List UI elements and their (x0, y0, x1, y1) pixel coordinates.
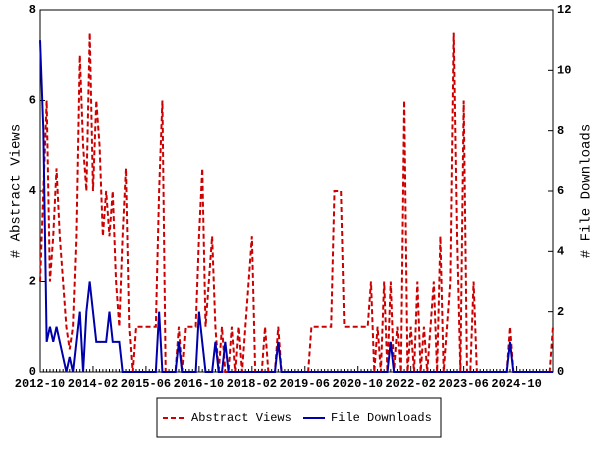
y-tick-label: 2 (29, 275, 36, 289)
y2-tick-label: 6 (557, 184, 564, 198)
y-tick-label: 4 (29, 184, 36, 198)
y-tick-label: 6 (29, 94, 36, 108)
x-tick-label: 2015-06 (121, 377, 171, 391)
x-tick-label: 2023-06 (438, 377, 488, 391)
x-tick-label: 2016-10 (174, 377, 224, 391)
y2-tick-label: 4 (557, 245, 564, 259)
plot-frame (39, 9, 554, 373)
series-line (39, 40, 553, 373)
y2-axis-label: # File Downloads (579, 124, 595, 258)
y2-tick-label: 2 (557, 305, 564, 319)
x-tick-label: 2014-02 (68, 377, 118, 391)
x-tick-label: 2022-02 (385, 377, 435, 391)
y2-tick-label: 10 (557, 64, 571, 78)
y-tick-label: 8 (29, 3, 36, 17)
y-axis-label: # Abstract Views (9, 124, 25, 258)
legend: Abstract Views File Downloads (163, 411, 432, 425)
y-tick-label: 0 (29, 365, 36, 379)
x-tick-label: 2019-06 (280, 377, 330, 391)
legend-label: File Downloads (331, 411, 432, 425)
y2-tick-label: 0 (557, 365, 564, 379)
x-tick-label: 2018-02 (227, 377, 277, 391)
legend-label: Abstract Views (191, 411, 292, 425)
x-tick-label: 2020-10 (333, 377, 383, 391)
y2-tick-label: 8 (557, 124, 564, 138)
x-tick-label: 2024-10 (491, 377, 541, 391)
x-tick-label: 2012-10 (15, 377, 65, 391)
series-line (39, 32, 554, 373)
legend-box (156, 397, 442, 438)
y2-tick-label: 12 (557, 3, 571, 17)
